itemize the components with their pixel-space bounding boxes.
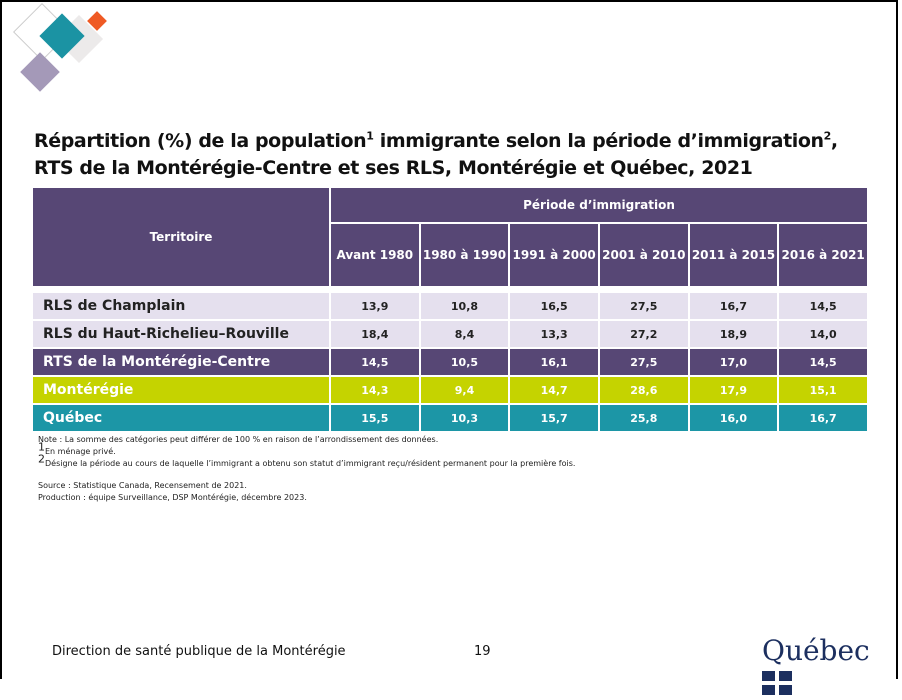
title-text: immigrante selon la période d’immigratio…	[373, 130, 824, 152]
column-header: Avant 1980	[331, 224, 419, 286]
table-row: RLS du Haut-Richelieu–Rouville 18,4 8,4 13,…	[33, 321, 867, 347]
column-header: 1980 à 1990	[420, 224, 509, 286]
data-table: Territoire Période d’immigration Avant 19…	[31, 186, 869, 433]
page-number: 19	[474, 644, 491, 659]
footnote: En ménage privé.	[45, 447, 116, 456]
footnote-mark: 2	[38, 452, 45, 466]
value-cell: 28,6	[599, 377, 688, 403]
footnote: Désigne la période au cours de laquelle …	[45, 459, 576, 468]
column-header: 2011 à 2015	[689, 224, 778, 286]
logo-decoration	[13, 3, 107, 92]
column-header: 1991 à 2000	[510, 224, 598, 286]
header-cell: Période d’immigration	[331, 188, 867, 222]
source: Source : Statistique Canada, Recensement…	[38, 481, 247, 490]
value-cell: 15,5	[331, 405, 419, 431]
value-cell: 14,3	[331, 377, 419, 403]
value-cell: 8,4	[420, 321, 509, 347]
header-cell: Territoire	[33, 188, 329, 286]
value-cell: 27,5	[599, 349, 688, 375]
table-row: RLS de Champlain 13,9 10,8 16,5 27,5 16,7 14,5	[33, 293, 867, 319]
row-label: RLS de Champlain	[33, 293, 329, 319]
row-label: Montérégie	[33, 377, 329, 403]
production: Production : équipe Surveillance, DSP Mo…	[38, 493, 307, 502]
title-text: RTS de la Montérégie-Centre et ses RLS, …	[34, 157, 753, 179]
value-cell: 14,7	[510, 377, 598, 403]
superscript: 2	[823, 129, 832, 143]
value-cell: 15,1	[779, 377, 867, 403]
value-cell: 13,3	[510, 321, 598, 347]
table-row: RTS de la Montérégie-Centre 14,5 10,5 16,1 2…	[33, 349, 867, 375]
value-cell: 16,7	[779, 405, 867, 431]
table-row: Québec 15,5 10,3 15,7 25,8 16,0 16,7	[33, 405, 867, 431]
value-cell: 13,9	[331, 293, 419, 319]
row-label: RLS du Haut-Richelieu–Rouville	[33, 321, 329, 347]
logo: Québec	[762, 634, 896, 700]
value-cell: 16,0	[689, 405, 778, 431]
value-cell: 14,0	[779, 321, 867, 347]
value-cell: 9,4	[420, 377, 509, 403]
value-cell: 10,8	[420, 293, 509, 319]
value-cell: 10,3	[420, 405, 509, 431]
superscript: 1	[366, 129, 374, 143]
footnote-mark: 1	[38, 440, 45, 454]
column-header: 2016 à 2021	[779, 224, 867, 286]
value-cell: 25,8	[599, 405, 688, 431]
logo-flag	[762, 671, 792, 695]
title: Répartition (%) de la population1 immigr…	[34, 128, 838, 182]
logo-text: Québec	[762, 634, 870, 667]
value-cell: 17,0	[689, 349, 778, 375]
row-label: Québec	[33, 405, 329, 431]
value-cell: 16,1	[510, 349, 598, 375]
value-cell: 14,5	[779, 293, 867, 319]
notes: Note : La somme des catégories peut diff…	[38, 434, 575, 504]
value-cell: 27,5	[599, 293, 688, 319]
value-cell: 27,2	[599, 321, 688, 347]
title-text: Répartition (%) de la population	[34, 130, 367, 152]
column-header: 2001 à 2010	[599, 224, 688, 286]
value-cell: 18,9	[689, 321, 778, 347]
table-row: Montérégie 14,3 9,4 14,7 28,6 17,9 15,1	[33, 377, 867, 403]
footer-organization: Direction de santé publique de la Montér…	[52, 644, 346, 659]
value-cell: 16,7	[689, 293, 778, 319]
value-cell: 15,7	[510, 405, 598, 431]
title-text: ,	[830, 130, 838, 152]
value-cell: 18,4	[331, 321, 419, 347]
value-cell: 17,9	[689, 377, 778, 403]
note: Note : La somme des catégories peut diff…	[38, 435, 439, 444]
value-cell: 14,5	[331, 349, 419, 375]
spacer	[33, 288, 867, 291]
value-cell: 16,5	[510, 293, 598, 319]
value-cell: 10,5	[420, 349, 509, 375]
value-cell: 14,5	[779, 349, 867, 375]
row-label: RTS de la Montérégie-Centre	[33, 349, 329, 375]
